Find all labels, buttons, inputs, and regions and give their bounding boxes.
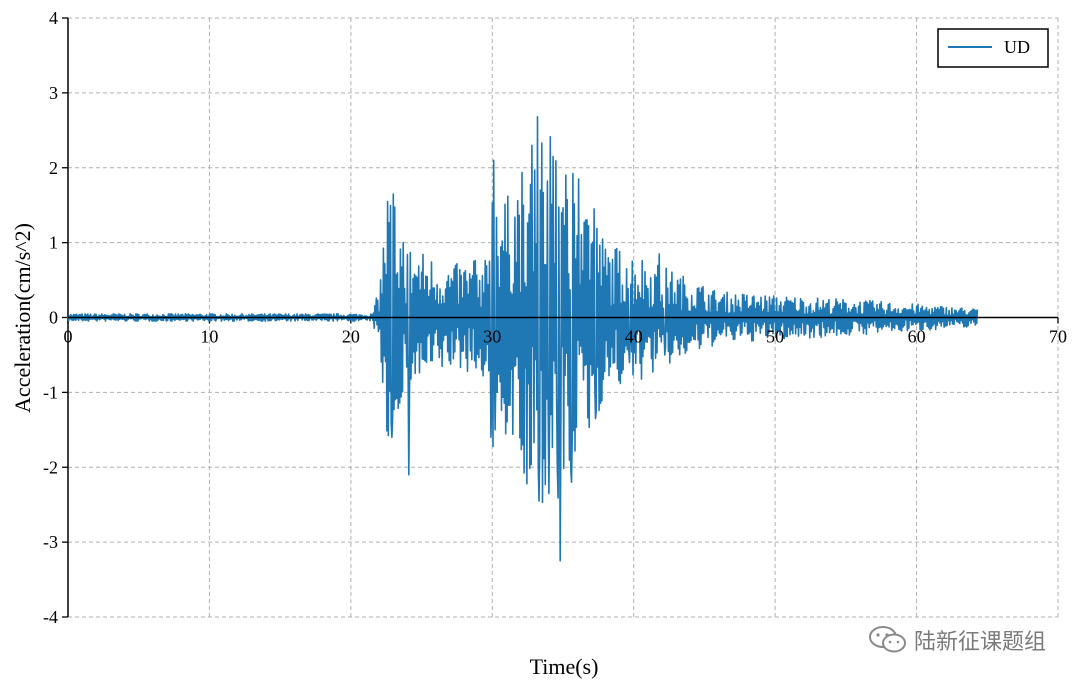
y-tick-label: -2 [43, 457, 58, 477]
x-tick-label: 60 [908, 327, 926, 347]
y-tick-label: 4 [49, 8, 58, 28]
y-tick-label: 0 [49, 308, 58, 328]
legend: UD [937, 28, 1049, 68]
x-tick-labels: 0 10 20 30 40 50 60 70 [64, 327, 1068, 347]
x-axis-label: Time(s) [530, 654, 599, 679]
x-tick-label: 0 [64, 327, 73, 347]
watermark: 陆新征课题组 [868, 624, 1046, 656]
y-axis-label: Acceleration(cm/s^2) [10, 223, 35, 413]
y-tick-label: -3 [43, 532, 58, 552]
y-tick-label: 1 [49, 233, 58, 253]
x-tick-label: 10 [200, 327, 218, 347]
y-tick-label: -1 [43, 382, 58, 402]
x-tick-label: 40 [625, 327, 643, 347]
y-tick-label: 2 [49, 158, 58, 178]
x-tick-label: 30 [483, 327, 501, 347]
wechat-icon [868, 625, 908, 655]
y-tick-label: 3 [49, 83, 58, 103]
y-tick-labels: 4 3 2 1 0 -1 -2 -3 -4 [43, 8, 58, 627]
x-tick-label: 50 [766, 327, 784, 347]
x-tick-label: 20 [342, 327, 360, 347]
y-tick-label: -4 [43, 607, 58, 627]
watermark-text: 陆新征课题组 [913, 630, 1046, 655]
legend-label-ud: UD [1004, 37, 1030, 57]
grid [67, 17, 1059, 618]
x-tick-label: 70 [1049, 327, 1067, 347]
